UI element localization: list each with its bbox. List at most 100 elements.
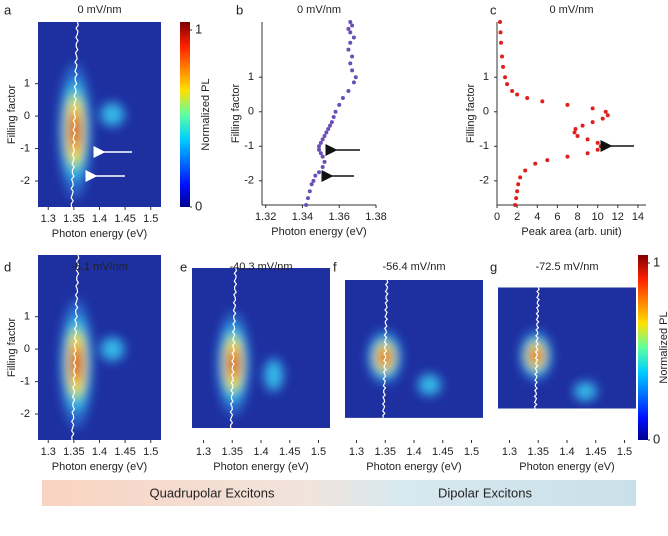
trace bbox=[381, 279, 389, 418]
point bbox=[499, 40, 504, 45]
point bbox=[573, 127, 578, 132]
point bbox=[540, 99, 545, 104]
y-tick-label: -1 bbox=[244, 140, 254, 152]
y-tick-label: 0 bbox=[483, 106, 489, 118]
x-tick-label: 1.32 bbox=[255, 211, 276, 223]
point bbox=[320, 165, 325, 170]
colorbar bbox=[180, 22, 190, 207]
point bbox=[318, 151, 323, 156]
x-tick-label: 1.3 bbox=[502, 446, 517, 458]
x-axis-label: Photon energy (eV) bbox=[52, 461, 147, 473]
heatmap-blobs bbox=[58, 298, 126, 429]
y-tick-label: 1 bbox=[24, 78, 30, 90]
point bbox=[346, 89, 351, 94]
x-axis-label: Photon energy (eV) bbox=[519, 461, 614, 473]
heatmap-blob bbox=[102, 339, 123, 360]
point bbox=[309, 182, 314, 187]
point bbox=[348, 61, 353, 66]
colorbar-tick-label: 1 bbox=[653, 254, 660, 269]
x-tick-label: 12 bbox=[612, 211, 624, 223]
heatmap bbox=[498, 287, 636, 409]
x-tick-label: 1.3 bbox=[41, 446, 56, 458]
point bbox=[329, 120, 334, 125]
point bbox=[333, 109, 338, 114]
point bbox=[505, 82, 510, 87]
x-tick-label: 2 bbox=[514, 211, 520, 223]
x-axis-label: Photon energy (eV) bbox=[213, 461, 308, 473]
point bbox=[590, 120, 595, 125]
colorbar-tick-label: 1 bbox=[195, 21, 202, 36]
trace bbox=[70, 22, 79, 207]
y-tick-label: 0 bbox=[24, 110, 30, 122]
heatmap-blobs bbox=[518, 329, 599, 403]
x-tick-label: 1.4 bbox=[559, 446, 574, 458]
point bbox=[328, 123, 333, 128]
y-tick-label: -2 bbox=[20, 408, 30, 420]
x-tick-label: 1.38 bbox=[365, 211, 386, 223]
heatmap-blob bbox=[265, 361, 282, 389]
point bbox=[322, 159, 327, 164]
y-tick-label: -1 bbox=[20, 142, 30, 154]
point bbox=[605, 113, 610, 118]
point bbox=[580, 123, 585, 128]
y-tick-label: -1 bbox=[20, 375, 30, 387]
colorbar-tick-label: 0 bbox=[195, 198, 202, 213]
point bbox=[565, 154, 570, 159]
point bbox=[500, 54, 505, 59]
point bbox=[513, 203, 518, 207]
heatmap bbox=[38, 22, 161, 207]
x-tick-label: 1.45 bbox=[279, 446, 300, 458]
x-tick-label: 1.35 bbox=[63, 213, 84, 225]
point bbox=[304, 203, 309, 207]
point bbox=[317, 170, 321, 175]
point bbox=[317, 147, 321, 152]
x-tick-label: 1.3 bbox=[196, 446, 211, 458]
point bbox=[572, 130, 577, 135]
point bbox=[600, 116, 605, 121]
panel-letter: e bbox=[180, 259, 187, 274]
annotations bbox=[85, 140, 634, 182]
colorbar-label: Normalized PL bbox=[200, 78, 212, 150]
point bbox=[516, 182, 521, 187]
point bbox=[348, 30, 353, 35]
y-tick-label: 1 bbox=[24, 311, 30, 323]
banner-right: Dipolar Excitons bbox=[438, 485, 532, 500]
x-tick-label: 14 bbox=[632, 211, 644, 223]
x-tick-label: 1.35 bbox=[528, 446, 549, 458]
y-tick-label: -2 bbox=[244, 175, 254, 187]
colorbar bbox=[638, 255, 648, 440]
x-tick-label: 1.4 bbox=[92, 213, 107, 225]
heatmap-blob bbox=[71, 117, 79, 145]
colorbar-label: Normalized PL bbox=[658, 311, 668, 383]
x-axis-label: Photon energy (eV) bbox=[366, 461, 461, 473]
x-tick-label: 1.35 bbox=[375, 446, 396, 458]
point bbox=[510, 89, 515, 94]
heatmap-bg bbox=[498, 287, 636, 409]
x-tick-label: 1.5 bbox=[311, 446, 326, 458]
heatmap bbox=[192, 267, 330, 428]
x-axis-label: Photon energy (eV) bbox=[52, 228, 147, 240]
point bbox=[518, 175, 523, 180]
x-tick-label: 1.4 bbox=[253, 446, 268, 458]
point bbox=[313, 173, 318, 178]
point bbox=[350, 54, 355, 59]
point bbox=[305, 196, 310, 201]
x-tick-label: 8 bbox=[574, 211, 580, 223]
y-tick-label: 1 bbox=[248, 71, 254, 83]
panel-letter: c bbox=[490, 2, 497, 17]
point bbox=[585, 137, 590, 142]
heatmap bbox=[345, 279, 483, 418]
panel-title: 0 mV/nm bbox=[549, 4, 593, 16]
y-tick-label: -2 bbox=[479, 175, 489, 187]
heatmap-blob bbox=[72, 350, 80, 377]
y-tick-label: 0 bbox=[248, 106, 254, 118]
point bbox=[595, 147, 600, 152]
point bbox=[351, 35, 356, 40]
point bbox=[575, 133, 580, 138]
plots: a 0 mV/nm Photon energy (eV) Filling factor… bbox=[4, 2, 668, 472]
x-tick-label: 1.4 bbox=[406, 446, 421, 458]
point bbox=[322, 133, 327, 138]
point bbox=[350, 68, 355, 73]
x-tick-label: 1.5 bbox=[464, 446, 479, 458]
